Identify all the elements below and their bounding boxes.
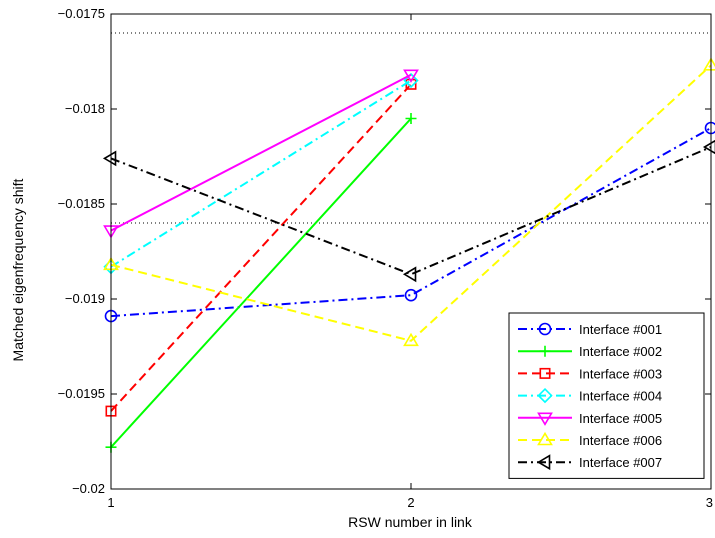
y-tick-label-4: −0.0185 [58, 196, 105, 211]
legend-label-1: Interface #001 [579, 322, 662, 337]
series-3 [105, 78, 417, 417]
series-2-point-2 [405, 113, 417, 124]
series-1-line [110, 127, 712, 318]
legend-entry-7: Interface #007 [518, 454, 662, 471]
legend-entry-2: Interface #002 [518, 344, 662, 359]
y-tick-label-6: −0.0175 [58, 6, 105, 21]
series-5 [103, 69, 419, 239]
series-7-point-2 [402, 266, 417, 283]
y-tick-label-1: −0.02 [72, 481, 105, 496]
legend-label-3: Interface #003 [579, 366, 662, 381]
legend-entry-4: Interface #004 [518, 387, 662, 404]
legend-swatch-marker-2 [539, 345, 551, 357]
series-4-line [110, 79, 412, 268]
x-tick-label-2: 2 [407, 495, 414, 510]
legend-swatch-marker-6 [537, 431, 553, 446]
x-tick-label-3: 3 [706, 495, 713, 510]
series-3-line [110, 83, 412, 412]
legend-label-7: Interface #007 [579, 455, 662, 470]
legend-swatch-marker-7 [536, 454, 551, 471]
x-tick-label-1: 1 [107, 495, 114, 510]
series-5-line [110, 73, 412, 232]
legend: Interface #001 Interface #002 Interface #0… [508, 312, 705, 479]
series-6-point-3 [703, 57, 715, 71]
legend-label-2: Interface #002 [579, 344, 662, 359]
series-7-point-1 [102, 150, 117, 167]
reference-lines [111, 32, 711, 224]
y-axis-title: Matched eigenfrequency shift [10, 178, 26, 361]
series-6 [103, 57, 715, 347]
x-axis-title: RSW number in link [348, 514, 473, 530]
series-2-line [110, 117, 412, 448]
legend-label-4: Interface #004 [579, 389, 662, 404]
legend-entry-3: Interface #003 [518, 366, 662, 381]
series-6-line [110, 64, 712, 342]
series-1-point-2 [404, 288, 418, 302]
legend-label-6: Interface #006 [579, 433, 662, 448]
series-7-line [110, 146, 712, 276]
legend-entry-1: Interface #001 [518, 322, 662, 337]
y-tick-label-2: −0.0195 [58, 386, 105, 401]
legend-swatch-marker-3 [539, 367, 551, 379]
legend-entry-6: Interface #006 [518, 431, 662, 448]
series-7-point-3 [702, 139, 715, 155]
legend-swatch-marker-5 [537, 412, 553, 426]
series-4-point-2 [403, 72, 419, 89]
y-tick-label-5: −0.018 [65, 101, 105, 116]
legend-swatch-marker-4 [537, 387, 553, 404]
series-7 [102, 139, 715, 283]
axes: −0.02 −0.0195 −0.019 −0.0185 −0.018 −0.0175 1 2… [58, 6, 713, 510]
series-1 [104, 121, 715, 323]
legend-label-5: Interface #005 [579, 411, 662, 426]
series-2 [105, 113, 417, 453]
legend-entry-5: Interface #005 [518, 411, 662, 426]
series-6-point-2 [403, 332, 419, 347]
legend-swatch-marker-1 [538, 322, 552, 336]
series-1-point-3 [704, 121, 715, 135]
series-5-point-2 [403, 69, 419, 83]
y-tick-label-3: −0.019 [65, 291, 105, 306]
